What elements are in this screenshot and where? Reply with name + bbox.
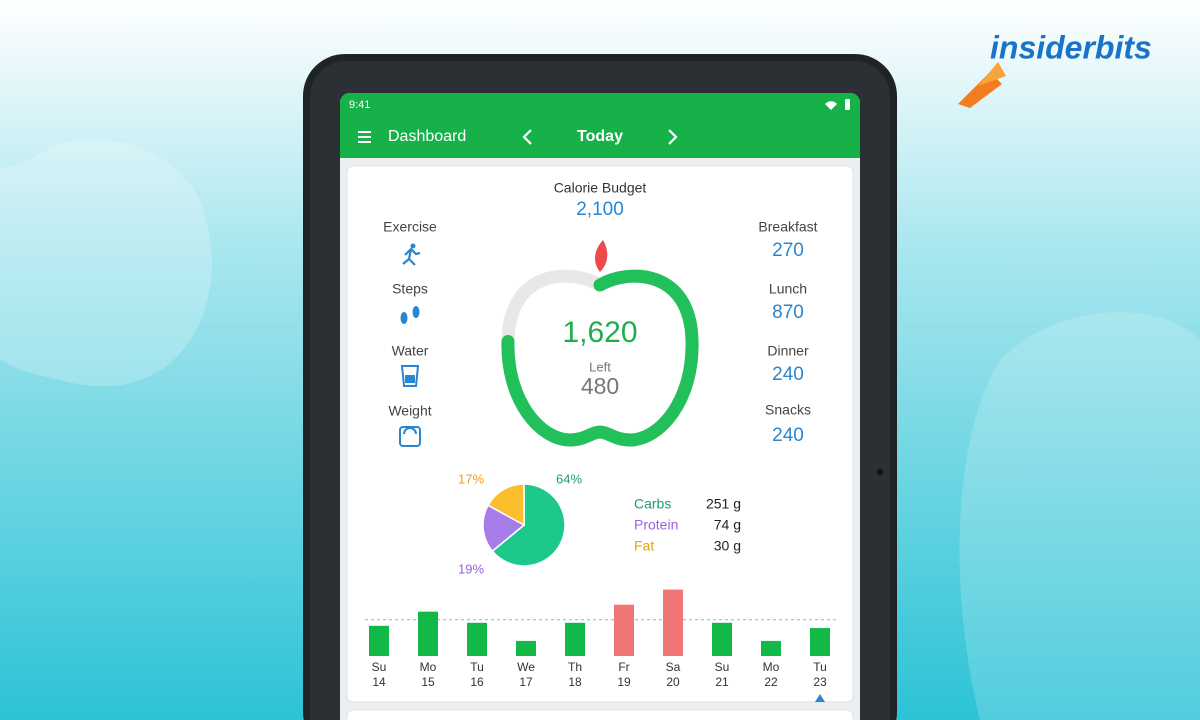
date-label: 21 (715, 675, 729, 689)
meal-label: Snacks (765, 402, 811, 418)
budget-value: 2,100 (576, 199, 624, 220)
app-bar (340, 93, 860, 158)
icon-part (402, 247, 421, 266)
meal-label: Breakfast (758, 219, 817, 235)
activity-icon[interactable] (402, 243, 421, 266)
macro-name: Fat (634, 538, 654, 554)
day-label: Su (715, 660, 730, 674)
activity-icon[interactable] (399, 426, 421, 447)
meal-label: Lunch (769, 281, 807, 297)
icon-part (410, 243, 416, 249)
left-label: Left (589, 359, 611, 374)
day-label: Fr (618, 660, 629, 674)
activity-icon[interactable] (400, 365, 420, 387)
day-label: Su (372, 660, 387, 674)
prev-day[interactable] (522, 129, 532, 145)
date-label: Today (577, 128, 623, 145)
calories-eaten: 1,620 (562, 316, 637, 349)
activity-label: Exercise (383, 219, 437, 235)
bar (418, 611, 438, 656)
meal-label: Dinner (767, 343, 809, 359)
date-label: 15 (421, 675, 435, 689)
bar (810, 628, 830, 656)
calories-left: 480 (581, 373, 619, 399)
day-label: We (517, 660, 535, 674)
day-label: Mo (763, 660, 780, 674)
status-time: 9:41 (349, 99, 370, 111)
day-label: Sa (666, 660, 681, 674)
meal-value: 870 (772, 302, 804, 323)
icon-part (400, 312, 408, 324)
date-label: 14 (372, 675, 386, 689)
day-label: Th (568, 660, 582, 674)
macro-name: Carbs (634, 496, 671, 512)
macro-amount: 251 g (706, 496, 741, 512)
day-label: Mo (420, 660, 437, 674)
day-label: Tu (470, 660, 484, 674)
app-title: Dashboard (388, 128, 466, 145)
meal-value: 240 (772, 425, 804, 446)
apple-leaf (594, 240, 608, 272)
macro-name: Protein (634, 517, 678, 533)
bar (663, 589, 683, 656)
budget-label: Calorie Budget (554, 180, 647, 196)
pie-label: 64% (556, 471, 582, 486)
activity-label: Weight (388, 403, 431, 419)
ring-progress (501, 269, 699, 447)
pie-slice (482, 504, 526, 553)
wifi-icon (825, 101, 837, 110)
activity-label: Water (392, 343, 429, 359)
date-label: 23 (813, 675, 827, 689)
next-day[interactable] (668, 129, 678, 145)
date-label: 20 (666, 675, 680, 689)
date-label: 16 (470, 675, 484, 689)
camera (877, 469, 883, 475)
icon-part (405, 375, 415, 383)
date-label: 22 (764, 675, 778, 689)
pie-label: 17% (458, 471, 484, 486)
bar (712, 622, 732, 656)
bar (516, 640, 536, 656)
pie-slice (487, 483, 525, 527)
activity-label: Steps (392, 281, 428, 297)
pie-label: 19% (458, 561, 484, 576)
menu-button[interactable] (358, 131, 371, 143)
meal-value: 270 (772, 240, 804, 261)
dashboard-content: Calorie Budget 2,100 Exercise Steps Water Wei… (365, 180, 836, 702)
icon-part (412, 306, 420, 318)
date-label: 17 (519, 675, 533, 689)
icon-part (400, 365, 420, 387)
macro-amount: 30 g (714, 538, 741, 554)
selected-marker (815, 694, 825, 702)
next-card (346, 709, 854, 720)
decor-apple (0, 139, 212, 387)
bar (614, 604, 634, 656)
bar (369, 625, 389, 656)
battery-icon (845, 99, 850, 110)
screen: 9:41 Dashboard Today Calorie Budget 2,100… (340, 93, 860, 720)
bar (467, 622, 487, 656)
bar (565, 622, 585, 656)
pie-slice (491, 483, 566, 567)
logo-arrow (978, 62, 1006, 86)
icon-part (403, 427, 417, 435)
day-label: Tu (813, 660, 827, 674)
brand-logo: insiderbits (990, 29, 1152, 65)
date-label: 19 (617, 675, 631, 689)
meal-value: 240 (772, 364, 804, 385)
bar (761, 640, 781, 656)
decor-apple (959, 312, 1200, 720)
activity-icon[interactable] (400, 306, 420, 324)
macro-amount: 74 g (714, 517, 741, 533)
date-label: 18 (568, 675, 582, 689)
